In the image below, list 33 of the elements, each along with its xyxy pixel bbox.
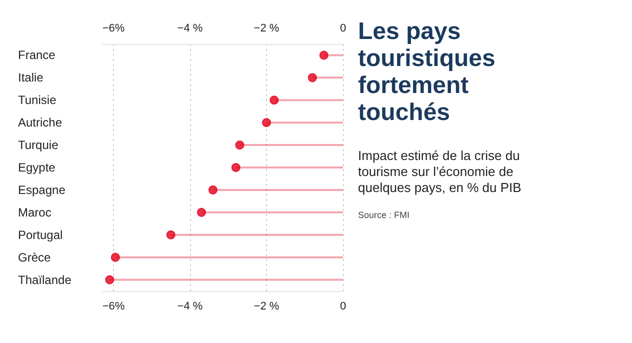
y-tick-label: Egypte bbox=[18, 160, 56, 174]
x-tick-label: −2 % bbox=[254, 300, 280, 312]
x2-tick-label: −4 % bbox=[177, 22, 203, 34]
y-tick-label: Portugal bbox=[18, 228, 63, 242]
text: Impact estimé de la crise du tourisme sur l’économie de quelques pays, en % du PIB bbox=[358, 148, 522, 196]
text: Les pays touristiques fortement touchés bbox=[358, 18, 496, 126]
point bbox=[196, 208, 206, 217]
point bbox=[208, 185, 218, 194]
x2-tick-label: −2 % bbox=[254, 22, 280, 34]
point bbox=[235, 140, 244, 150]
x-tick-label: −6% bbox=[102, 300, 125, 312]
point bbox=[270, 96, 279, 105]
y-tick-label: Thaïlande bbox=[18, 272, 72, 287]
point bbox=[262, 118, 271, 128]
x2-tick-label: 0 bbox=[340, 22, 346, 34]
y-tick-label: Grèce bbox=[18, 250, 52, 264]
y-tick-label: Italie bbox=[18, 70, 44, 85]
source-note: Source : FMI bbox=[358, 210, 411, 220]
x-tick-label: −4 % bbox=[177, 300, 203, 312]
x2-tick-label: −6% bbox=[102, 22, 125, 34]
point bbox=[110, 252, 120, 262]
point bbox=[105, 275, 114, 284]
x-tick-label: 0 bbox=[340, 300, 346, 312]
y-tick-label: Turquie bbox=[18, 138, 59, 152]
point bbox=[319, 50, 328, 60]
y-tick-label: France bbox=[18, 48, 56, 62]
point bbox=[231, 163, 240, 172]
y-tick-label: Maroc bbox=[18, 205, 52, 220]
y-tick-label: Espagne bbox=[18, 182, 66, 197]
point bbox=[166, 230, 176, 240]
y-tick-label: Autriche bbox=[18, 116, 62, 130]
point bbox=[308, 73, 317, 82]
y-tick-label: Tunisie bbox=[18, 93, 57, 108]
